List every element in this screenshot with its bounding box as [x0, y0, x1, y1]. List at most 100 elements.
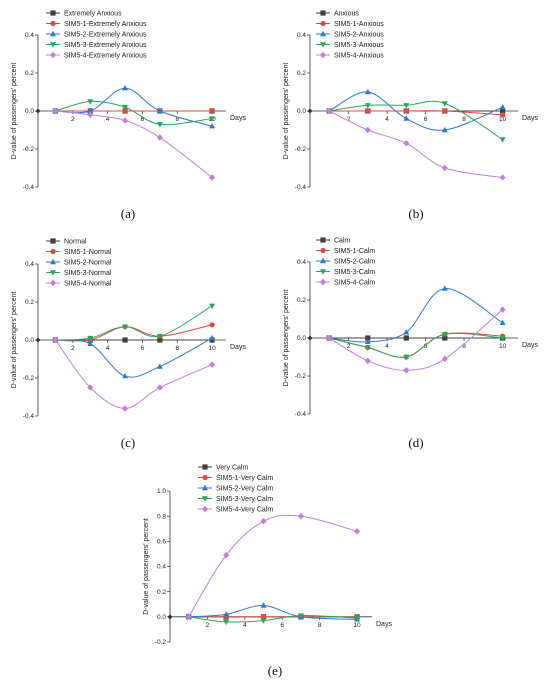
x-tick-label: 4 [106, 116, 110, 123]
legend-marker [320, 42, 326, 48]
data-point [441, 355, 448, 363]
data-point [499, 319, 506, 325]
data-point [441, 285, 448, 291]
data-point [326, 107, 333, 115]
legend-marker [320, 257, 326, 264]
x-axis-label: Days [522, 342, 538, 349]
data-point [209, 108, 215, 114]
y-tick-label: 0.4 [297, 259, 306, 266]
x-tick-label: 10 [353, 622, 361, 629]
data-point [156, 363, 163, 369]
data-point [209, 123, 216, 129]
series-1 [326, 335, 506, 341]
data-point [156, 107, 163, 114]
data-point [441, 164, 448, 172]
data-point [122, 324, 129, 330]
x-tick-label: 2 [347, 116, 351, 123]
data-point [52, 107, 59, 115]
legend-marker [50, 270, 56, 276]
series-line [55, 324, 213, 342]
y-tick-label: 0.0 [297, 335, 306, 342]
series-line [55, 305, 213, 341]
series-line [329, 110, 503, 178]
y-tick-label: -0.2 [295, 146, 307, 153]
y-tick-label: 0.2 [297, 70, 306, 77]
x-tick-label: 4 [106, 345, 110, 352]
x-tick-label: 10 [499, 116, 507, 123]
y-tick-label: 0.0 [25, 337, 34, 344]
legend-marker [50, 30, 56, 37]
y-tick-label: 0.6 [157, 539, 166, 546]
data-point [260, 614, 267, 620]
data-point [499, 108, 506, 114]
series-2 [326, 108, 506, 118]
data-point [157, 337, 163, 343]
legend: Normal SIM5-1-Normal SIM5-2-Normal SIM5-3-N… [46, 238, 112, 288]
x-tick-label: 4 [243, 622, 247, 629]
series-line [55, 339, 213, 409]
legend-marker [320, 10, 326, 16]
data-point [326, 334, 333, 342]
y-tick-label: -0.4 [23, 413, 35, 420]
data-point [365, 335, 371, 341]
legend-label: Very Calm [216, 465, 248, 472]
y-tick-label: 0.4 [25, 32, 34, 39]
y-tick-label: 0.2 [297, 297, 306, 304]
x-tick-label: 6 [424, 116, 428, 123]
x-tick-label: 6 [424, 343, 428, 350]
x-tick-label: 8 [175, 345, 179, 352]
series-4 [52, 303, 216, 344]
series-5 [326, 107, 506, 181]
data-point [499, 137, 506, 143]
x-tick-label: 10 [208, 345, 216, 352]
series-5 [52, 336, 216, 412]
x-tick-label: 8 [462, 343, 466, 350]
legend-marker [50, 258, 56, 265]
series-3 [185, 602, 361, 622]
y-axis-label: D-value of passengers' percent [283, 290, 290, 387]
y-axis-label: D-value of passengers' percent [283, 63, 290, 160]
y-tick-label: -0.2 [23, 375, 35, 382]
legend: Calm SIM5-1-Calm SIM5-2-Calm SIM5-3-Calm SIM… [316, 237, 375, 287]
series-line [55, 337, 213, 378]
legend-label: SIM5-1-Very Calm [216, 475, 273, 482]
y-tick-label: 0.4 [157, 564, 166, 571]
data-point [209, 174, 216, 181]
x-axis-label: Days [230, 344, 246, 351]
data-point [403, 354, 410, 361]
x-tick-label: 2 [71, 345, 75, 352]
data-point [364, 88, 371, 95]
data-point [403, 108, 409, 114]
y-tick-label: -0.4 [295, 184, 307, 191]
legend-marker [320, 237, 326, 243]
y-tick-label: 0.2 [25, 70, 34, 77]
data-point [209, 116, 216, 122]
chart-panel-5: 1.0 0.8 0.6 0.4 0.2 0.0 -0.2 2 4 6 8 10 Days D-value … [143, 464, 392, 678]
x-tick-label: 8 [318, 622, 322, 629]
data-point [122, 108, 128, 114]
chart-panel-2: 0.4 0.2 0.0 -0.2 -0.4 2 4 6 8 10 Days D-value of pa… [283, 10, 538, 221]
legend-label: SIM5-3-Anxious [334, 42, 384, 49]
series-line [329, 332, 503, 358]
data-point [260, 517, 267, 525]
data-point [209, 303, 216, 309]
data-point [223, 551, 230, 559]
x-tick-label: 4 [385, 116, 389, 123]
x-tick-label: 6 [280, 622, 284, 629]
data-point [87, 107, 94, 114]
data-point [403, 329, 410, 335]
legend-label: SIM5-4-Very Calm [216, 507, 273, 514]
data-point [209, 334, 216, 341]
y-axis-label: D-value of passengers' percent [11, 292, 18, 389]
legend: Extremely Anxious SIM5-1-Extremely Anxiou… [46, 10, 147, 60]
legend-marker [320, 269, 326, 275]
y-tick-label: 0.0 [157, 614, 166, 621]
chart-panel-3: 0.4 0.2 0.0 -0.2 -0.4 2 4 6 8 10 Days D-value of pa… [11, 238, 246, 450]
legend-label: Normal [64, 239, 87, 246]
data-point [223, 619, 230, 626]
series-line [329, 100, 503, 140]
series-2 [326, 331, 506, 360]
legend-label: SIM5-1-Normal [64, 249, 112, 256]
data-point [499, 335, 506, 342]
